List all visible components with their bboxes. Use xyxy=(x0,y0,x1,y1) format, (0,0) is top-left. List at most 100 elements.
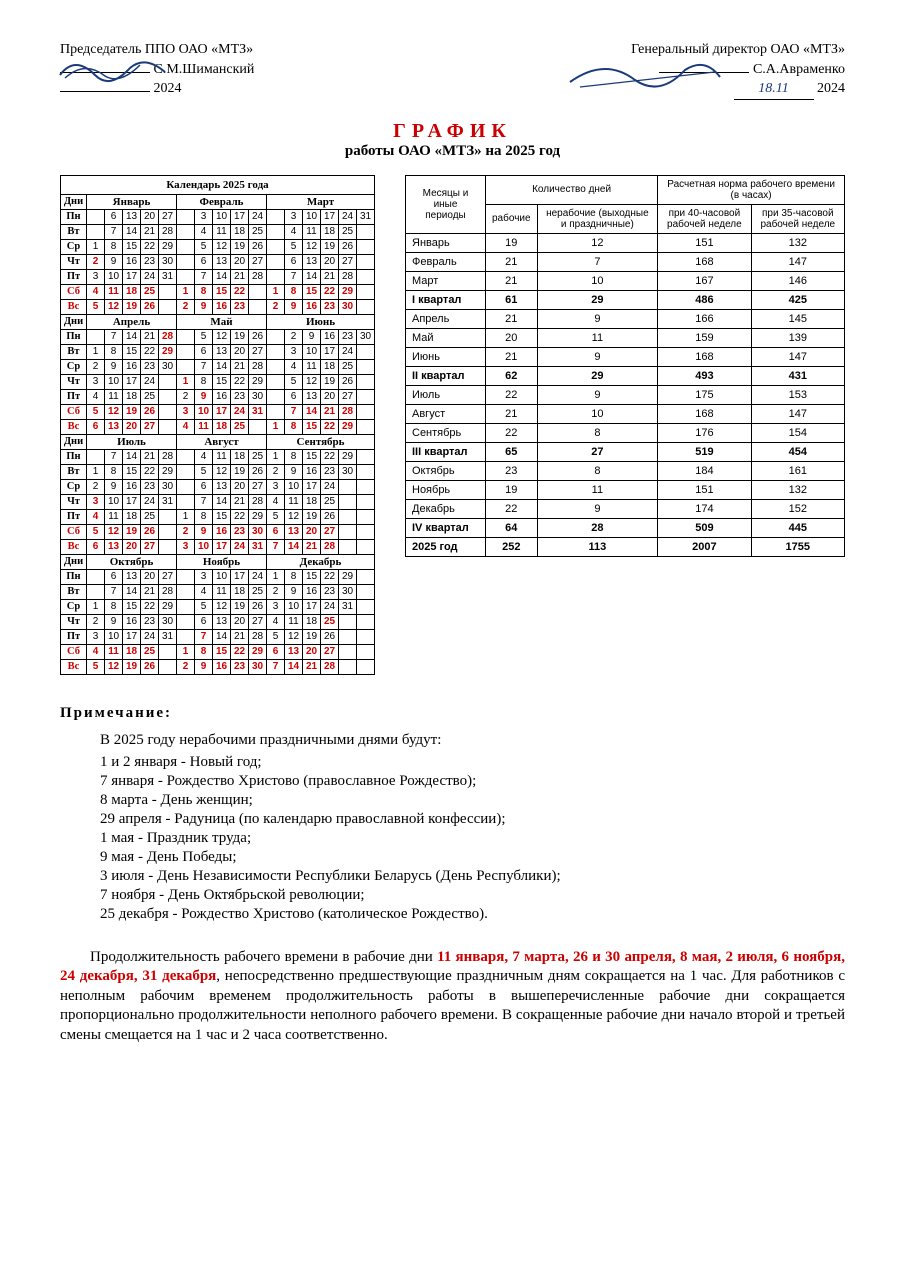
cal-cell: 3 xyxy=(87,269,105,284)
month-header: Январь xyxy=(87,194,177,209)
cal-cell: 29 xyxy=(249,509,267,524)
cal-cell xyxy=(339,644,357,659)
cal-cell: 15 xyxy=(213,284,231,299)
cal-cell: 23 xyxy=(321,584,339,599)
cal-cell: 27 xyxy=(159,569,177,584)
cal-cell: 29 xyxy=(159,239,177,254)
holidays-list: 1 и 2 января - Новый год;7 января - Рожд… xyxy=(60,754,845,923)
cell-period: IV квартал xyxy=(406,518,486,537)
cal-cell: 5 xyxy=(195,464,213,479)
cell-h40: 168 xyxy=(658,347,751,366)
cal-cell: 17 xyxy=(303,479,321,494)
day-label: Вс xyxy=(61,539,87,554)
cell-h40: 184 xyxy=(658,461,751,480)
calendar-table: Календарь 2025 годаДниЯнварьФевральМартП… xyxy=(60,175,375,675)
cal-cell: 6 xyxy=(195,344,213,359)
cal-cell xyxy=(357,389,375,404)
cal-cell: 12 xyxy=(105,404,123,419)
cal-cell: 24 xyxy=(141,269,159,284)
norm-row: 2025 год25211320071755 xyxy=(406,537,845,556)
day-label: Вс xyxy=(61,299,87,314)
cal-cell: 18 xyxy=(321,224,339,239)
cal-cell: 13 xyxy=(285,644,303,659)
norms-table: Месяцы и иные периодыКоличество днейРасч… xyxy=(405,175,845,557)
cal-cell xyxy=(267,209,285,224)
cal-cell: 20 xyxy=(231,344,249,359)
cal-cell: 7 xyxy=(195,629,213,644)
cal-cell xyxy=(339,509,357,524)
cal-cell xyxy=(177,584,195,599)
cal-title: Календарь 2025 года xyxy=(61,175,375,194)
cal-cell: 30 xyxy=(339,299,357,314)
cal-cell xyxy=(267,359,285,374)
cal-cell xyxy=(159,524,177,539)
cal-cell: 3 xyxy=(267,479,285,494)
cal-cell: 3 xyxy=(177,404,195,419)
cal-cell: 23 xyxy=(231,389,249,404)
cell-w: 21 xyxy=(486,309,538,328)
cal-cell: 21 xyxy=(141,449,159,464)
cal-cell xyxy=(159,644,177,659)
title-sub: работы ОАО «МТЗ» на 2025 год xyxy=(60,143,845,160)
month-header: Май xyxy=(177,314,267,329)
right-date: 18.11 xyxy=(734,79,814,100)
cal-cell: 29 xyxy=(249,374,267,389)
cal-cell xyxy=(267,404,285,419)
cal-cell: 7 xyxy=(195,494,213,509)
cal-cell xyxy=(357,284,375,299)
cal-cell xyxy=(177,209,195,224)
cal-cell: 6 xyxy=(195,614,213,629)
title-block: ГРАФИК работы ОАО «МТЗ» на 2025 год xyxy=(60,120,845,160)
cal-cell: 22 xyxy=(141,464,159,479)
cell-period: Июль xyxy=(406,385,486,404)
th-workdays: рабочие xyxy=(486,204,538,233)
cal-cell: 10 xyxy=(213,569,231,584)
cal-cell: 5 xyxy=(87,404,105,419)
cal-cell: 15 xyxy=(213,644,231,659)
cell-period: Июнь xyxy=(406,347,486,366)
cal-cell: 4 xyxy=(195,224,213,239)
norm-row: Август2110168147 xyxy=(406,404,845,423)
cal-cell: 28 xyxy=(321,659,339,674)
cal-cell xyxy=(87,329,105,344)
cal-cell: 21 xyxy=(303,539,321,554)
norm-row: Декабрь229174152 xyxy=(406,499,845,518)
cal-cell: 12 xyxy=(285,629,303,644)
day-label: Сб xyxy=(61,284,87,299)
cal-cell: 23 xyxy=(231,299,249,314)
cal-cell xyxy=(339,614,357,629)
cal-cell xyxy=(339,479,357,494)
cell-h35: 147 xyxy=(751,252,844,271)
cal-cell: 20 xyxy=(141,209,159,224)
cal-cell: 26 xyxy=(249,329,267,344)
cal-cell: 10 xyxy=(285,599,303,614)
cal-cell: 15 xyxy=(303,569,321,584)
cal-cell: 28 xyxy=(159,224,177,239)
day-label: Пт xyxy=(61,389,87,404)
cal-cell: 19 xyxy=(321,239,339,254)
holiday-item: 9 мая - День Победы; xyxy=(100,849,845,866)
cal-cell: 11 xyxy=(285,494,303,509)
day-label: Сб xyxy=(61,524,87,539)
cal-cell: 11 xyxy=(105,389,123,404)
cal-cell: 29 xyxy=(339,449,357,464)
cal-cell: 16 xyxy=(213,389,231,404)
cal-cell: 4 xyxy=(87,284,105,299)
cal-cell: 27 xyxy=(159,209,177,224)
cal-cell: 3 xyxy=(87,629,105,644)
cal-cell: 25 xyxy=(141,284,159,299)
cal-cell: 23 xyxy=(141,254,159,269)
cal-cell: 8 xyxy=(195,284,213,299)
cal-cell: 7 xyxy=(267,659,285,674)
day-label: Вт xyxy=(61,584,87,599)
cal-cell: 25 xyxy=(231,419,249,434)
cell-period: II квартал xyxy=(406,366,486,385)
cell-nw: 9 xyxy=(537,385,658,404)
cal-cell: 4 xyxy=(267,614,285,629)
cal-cell xyxy=(357,509,375,524)
cell-h40: 167 xyxy=(658,271,751,290)
cal-cell xyxy=(177,599,195,614)
cal-cell: 16 xyxy=(213,524,231,539)
cal-cell: 11 xyxy=(105,284,123,299)
cal-cell: 24 xyxy=(249,569,267,584)
